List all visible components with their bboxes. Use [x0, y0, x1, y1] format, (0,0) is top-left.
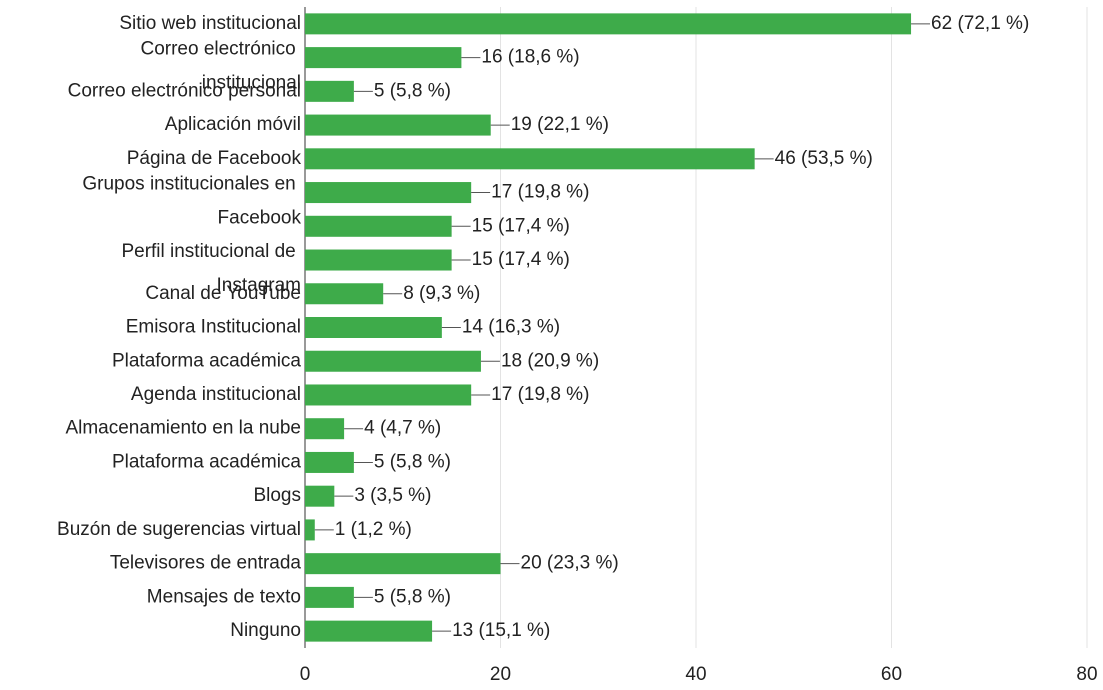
- value-label: 18 (20,9 %): [501, 350, 599, 371]
- y-tick-label: Emisora Institucional: [126, 317, 301, 338]
- y-tick-label: Blogs: [253, 485, 301, 506]
- value-label: 4 (4,7 %): [364, 418, 441, 439]
- y-tick-label: Aplicación móvil: [165, 114, 301, 135]
- y-tick-label: Buzón de sugerencias virtual: [57, 519, 301, 540]
- x-tick-label: 0: [300, 664, 311, 685]
- value-label: 15 (17,4 %): [472, 215, 570, 236]
- bar: [305, 620, 433, 642]
- value-label: 3 (3,5 %): [354, 485, 431, 506]
- y-tick-label: Canal de YouTube: [145, 283, 301, 304]
- y-tick-label: Correo electrónico institucional: [140, 39, 301, 94]
- bar: [305, 350, 481, 372]
- y-tick-label: Plataforma académica: [112, 350, 301, 371]
- label-line: Correo electrónico: [140, 39, 301, 60]
- value-label: 62 (72,1 %): [931, 13, 1029, 34]
- value-label: 14 (16,3 %): [462, 317, 560, 338]
- bar: [305, 215, 452, 237]
- y-tick-label: Página de Facebook: [127, 148, 302, 169]
- label-line: Perfil institucional de: [121, 241, 301, 262]
- value-label: 15 (17,4 %): [472, 249, 570, 270]
- y-tick-label: Plataforma académica: [112, 451, 301, 472]
- y-tick-label: Grupos institucionales en Facebook: [82, 174, 301, 229]
- bar: [305, 283, 384, 305]
- y-tick-label: Perfil institucional de Instagram: [121, 241, 301, 296]
- value-label: 5 (5,8 %): [374, 451, 451, 472]
- value-label: 17 (19,8 %): [491, 384, 589, 405]
- label-line: Instagram: [217, 275, 301, 296]
- value-label: 5 (5,8 %): [374, 80, 451, 101]
- bar: [305, 114, 491, 136]
- value-label: 1 (1,2 %): [335, 519, 412, 540]
- bar: [305, 586, 354, 608]
- bar: [305, 485, 335, 507]
- bar: [305, 148, 755, 170]
- value-label: 19 (22,1 %): [511, 114, 609, 135]
- bar: [305, 80, 354, 102]
- x-tick-label: 20: [490, 664, 511, 685]
- y-tick-label: Televisores de entrada: [110, 553, 302, 574]
- x-tick-label: 60: [881, 664, 902, 685]
- value-label: 5 (5,8 %): [374, 586, 451, 607]
- bar: [305, 384, 472, 406]
- y-tick-label: Sitio web institucional: [119, 13, 301, 34]
- value-label: 8 (9,3 %): [403, 283, 480, 304]
- label-line: Facebook: [218, 207, 302, 228]
- y-tick-label: Agenda institucional: [131, 384, 301, 405]
- x-tick-label: 80: [1076, 664, 1097, 685]
- bar: [305, 182, 472, 204]
- bar: [305, 249, 452, 271]
- y-tick-label: Correo electrónico personal: [68, 80, 301, 101]
- y-tick-label: Ninguno: [230, 620, 301, 641]
- value-label: 20 (23,3 %): [521, 553, 619, 574]
- bar: [305, 553, 501, 575]
- bar: [305, 13, 912, 35]
- value-label: 17 (19,8 %): [491, 182, 589, 203]
- bar: [305, 418, 345, 440]
- label-line: Grupos institucionales en: [82, 174, 301, 195]
- bar: [305, 519, 315, 541]
- bar: [305, 317, 442, 338]
- x-tick-label: 40: [685, 664, 706, 685]
- value-label: 13 (15,1 %): [452, 620, 550, 641]
- y-tick-label: Mensajes de texto: [147, 586, 301, 607]
- bar: [305, 451, 354, 473]
- bar: [305, 47, 462, 69]
- y-tick-label: Almacenamiento en la nube: [65, 418, 301, 439]
- label-line: institucional: [202, 72, 301, 93]
- value-label: 46 (53,5 %): [775, 148, 873, 169]
- value-label: 16 (18,6 %): [481, 47, 579, 68]
